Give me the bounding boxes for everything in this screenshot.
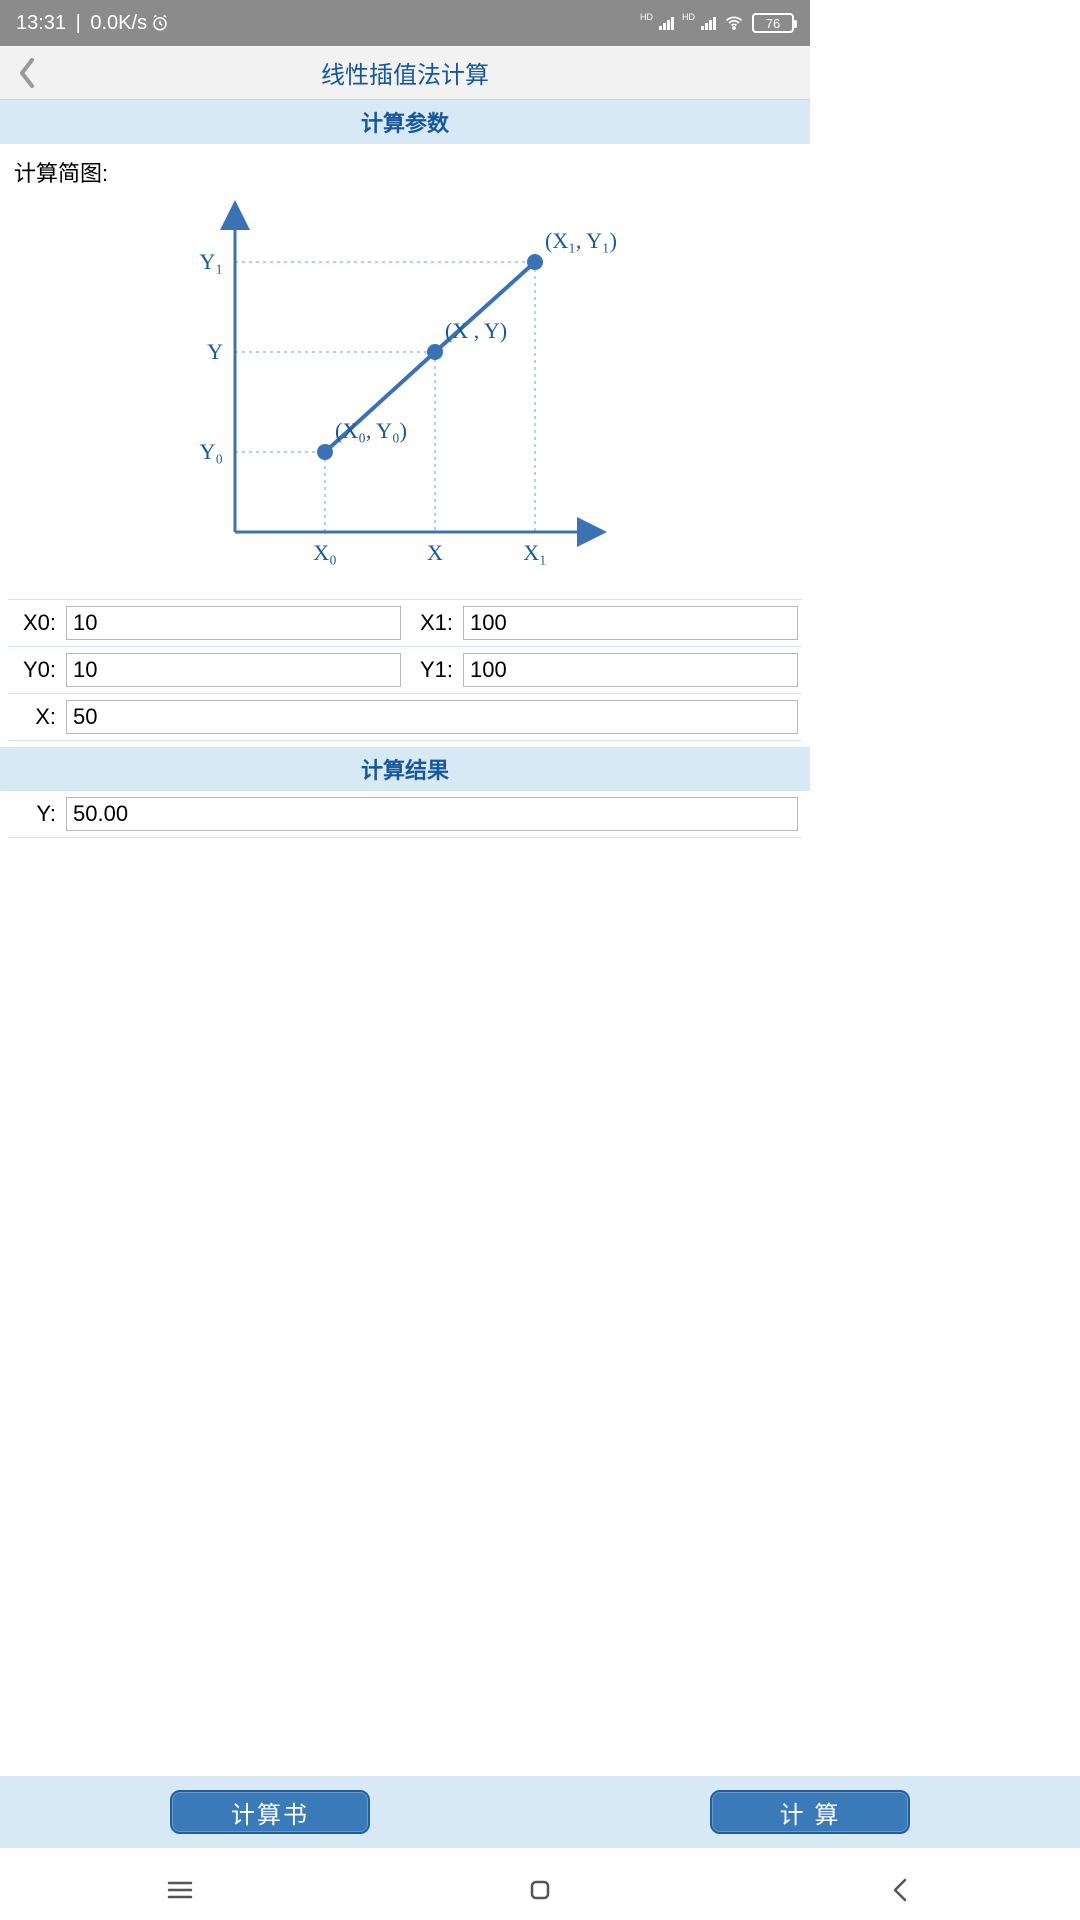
y-output[interactable] bbox=[66, 797, 798, 831]
nav-home-button[interactable] bbox=[520, 1870, 560, 1910]
svg-text:X: X bbox=[427, 540, 443, 565]
x1-label: X1: bbox=[405, 600, 459, 646]
signal-icon-1 bbox=[659, 16, 674, 30]
menu-icon bbox=[167, 1880, 193, 1900]
x-input[interactable] bbox=[66, 700, 798, 734]
nav-recent-button[interactable] bbox=[160, 1870, 200, 1910]
row-y: Y0: Y1: bbox=[8, 646, 802, 694]
status-bar: 13:31 | 0.0K/s HD HD 76 bbox=[0, 0, 810, 46]
status-right: HD HD 76 bbox=[640, 13, 794, 33]
battery-icon: 76 bbox=[752, 13, 794, 33]
status-divider: | bbox=[70, 12, 86, 35]
interpolation-chart: (X₀, Y₀) (X , Y) (X₁, Y₁) Y₀ Y Y₁ X₀ X X₁ bbox=[145, 192, 665, 592]
calc-sheet-button[interactable]: 计算书 bbox=[170, 1790, 370, 1834]
row-x: X0: X1: bbox=[8, 599, 802, 647]
svg-text:X₁: X₁ bbox=[523, 540, 547, 565]
diagram-label: 计算简图: bbox=[0, 144, 810, 192]
android-nav-bar bbox=[0, 1860, 1080, 1920]
status-time: 13:31 bbox=[16, 12, 66, 35]
y0-label: Y0: bbox=[8, 647, 62, 693]
status-left: 13:31 | 0.0K/s bbox=[16, 12, 169, 35]
svg-text:(X₀, Y₀): (X₀, Y₀) bbox=[335, 418, 407, 443]
signal-icon-2 bbox=[701, 16, 716, 30]
svg-text:Y₀: Y₀ bbox=[199, 439, 223, 464]
alarm-icon bbox=[151, 14, 169, 32]
y1-input[interactable] bbox=[463, 653, 798, 687]
x0-label: X0: bbox=[8, 600, 62, 646]
calculate-button[interactable]: 计 算 bbox=[710, 1790, 910, 1834]
svg-text:Y: Y bbox=[207, 339, 223, 364]
chevron-left-icon bbox=[16, 56, 38, 90]
svg-text:X₀: X₀ bbox=[313, 540, 337, 565]
row-xin: X: bbox=[8, 693, 802, 741]
hd-label-2: HD bbox=[682, 12, 695, 22]
row-yout: Y: bbox=[8, 790, 802, 838]
back-button[interactable] bbox=[0, 46, 54, 100]
chevron-left-icon bbox=[890, 1877, 910, 1903]
hd-label-1: HD bbox=[640, 12, 653, 22]
x1-input[interactable] bbox=[463, 606, 798, 640]
section-result-title: 计算结果 bbox=[0, 747, 810, 791]
x-label: X: bbox=[8, 694, 62, 740]
section-params-title: 计算参数 bbox=[0, 100, 810, 144]
battery-level: 76 bbox=[766, 16, 780, 31]
wifi-icon bbox=[724, 13, 744, 33]
nav-back-button[interactable] bbox=[880, 1870, 920, 1910]
status-netspeed: 0.0K/s bbox=[90, 12, 147, 35]
diagram: (X₀, Y₀) (X , Y) (X₁, Y₁) Y₀ Y Y₁ X₀ X X₁ bbox=[0, 192, 810, 600]
input-rows: X0: X1: Y0: Y1: X: bbox=[0, 599, 810, 741]
square-icon bbox=[528, 1878, 552, 1902]
svg-text:Y₁: Y₁ bbox=[199, 249, 223, 274]
x0-input[interactable] bbox=[66, 606, 401, 640]
y-label: Y: bbox=[8, 791, 62, 837]
page-title: 线性插值法计算 bbox=[0, 55, 810, 90]
svg-text:(X , Y): (X , Y) bbox=[445, 318, 507, 343]
y1-label: Y1: bbox=[405, 647, 459, 693]
output-rows: Y: bbox=[0, 790, 810, 838]
app-header: 线性插值法计算 bbox=[0, 46, 810, 100]
svg-text:(X₁, Y₁): (X₁, Y₁) bbox=[545, 228, 617, 253]
bottom-button-bar: 计算书 计 算 bbox=[0, 1776, 1080, 1848]
y0-input[interactable] bbox=[66, 653, 401, 687]
